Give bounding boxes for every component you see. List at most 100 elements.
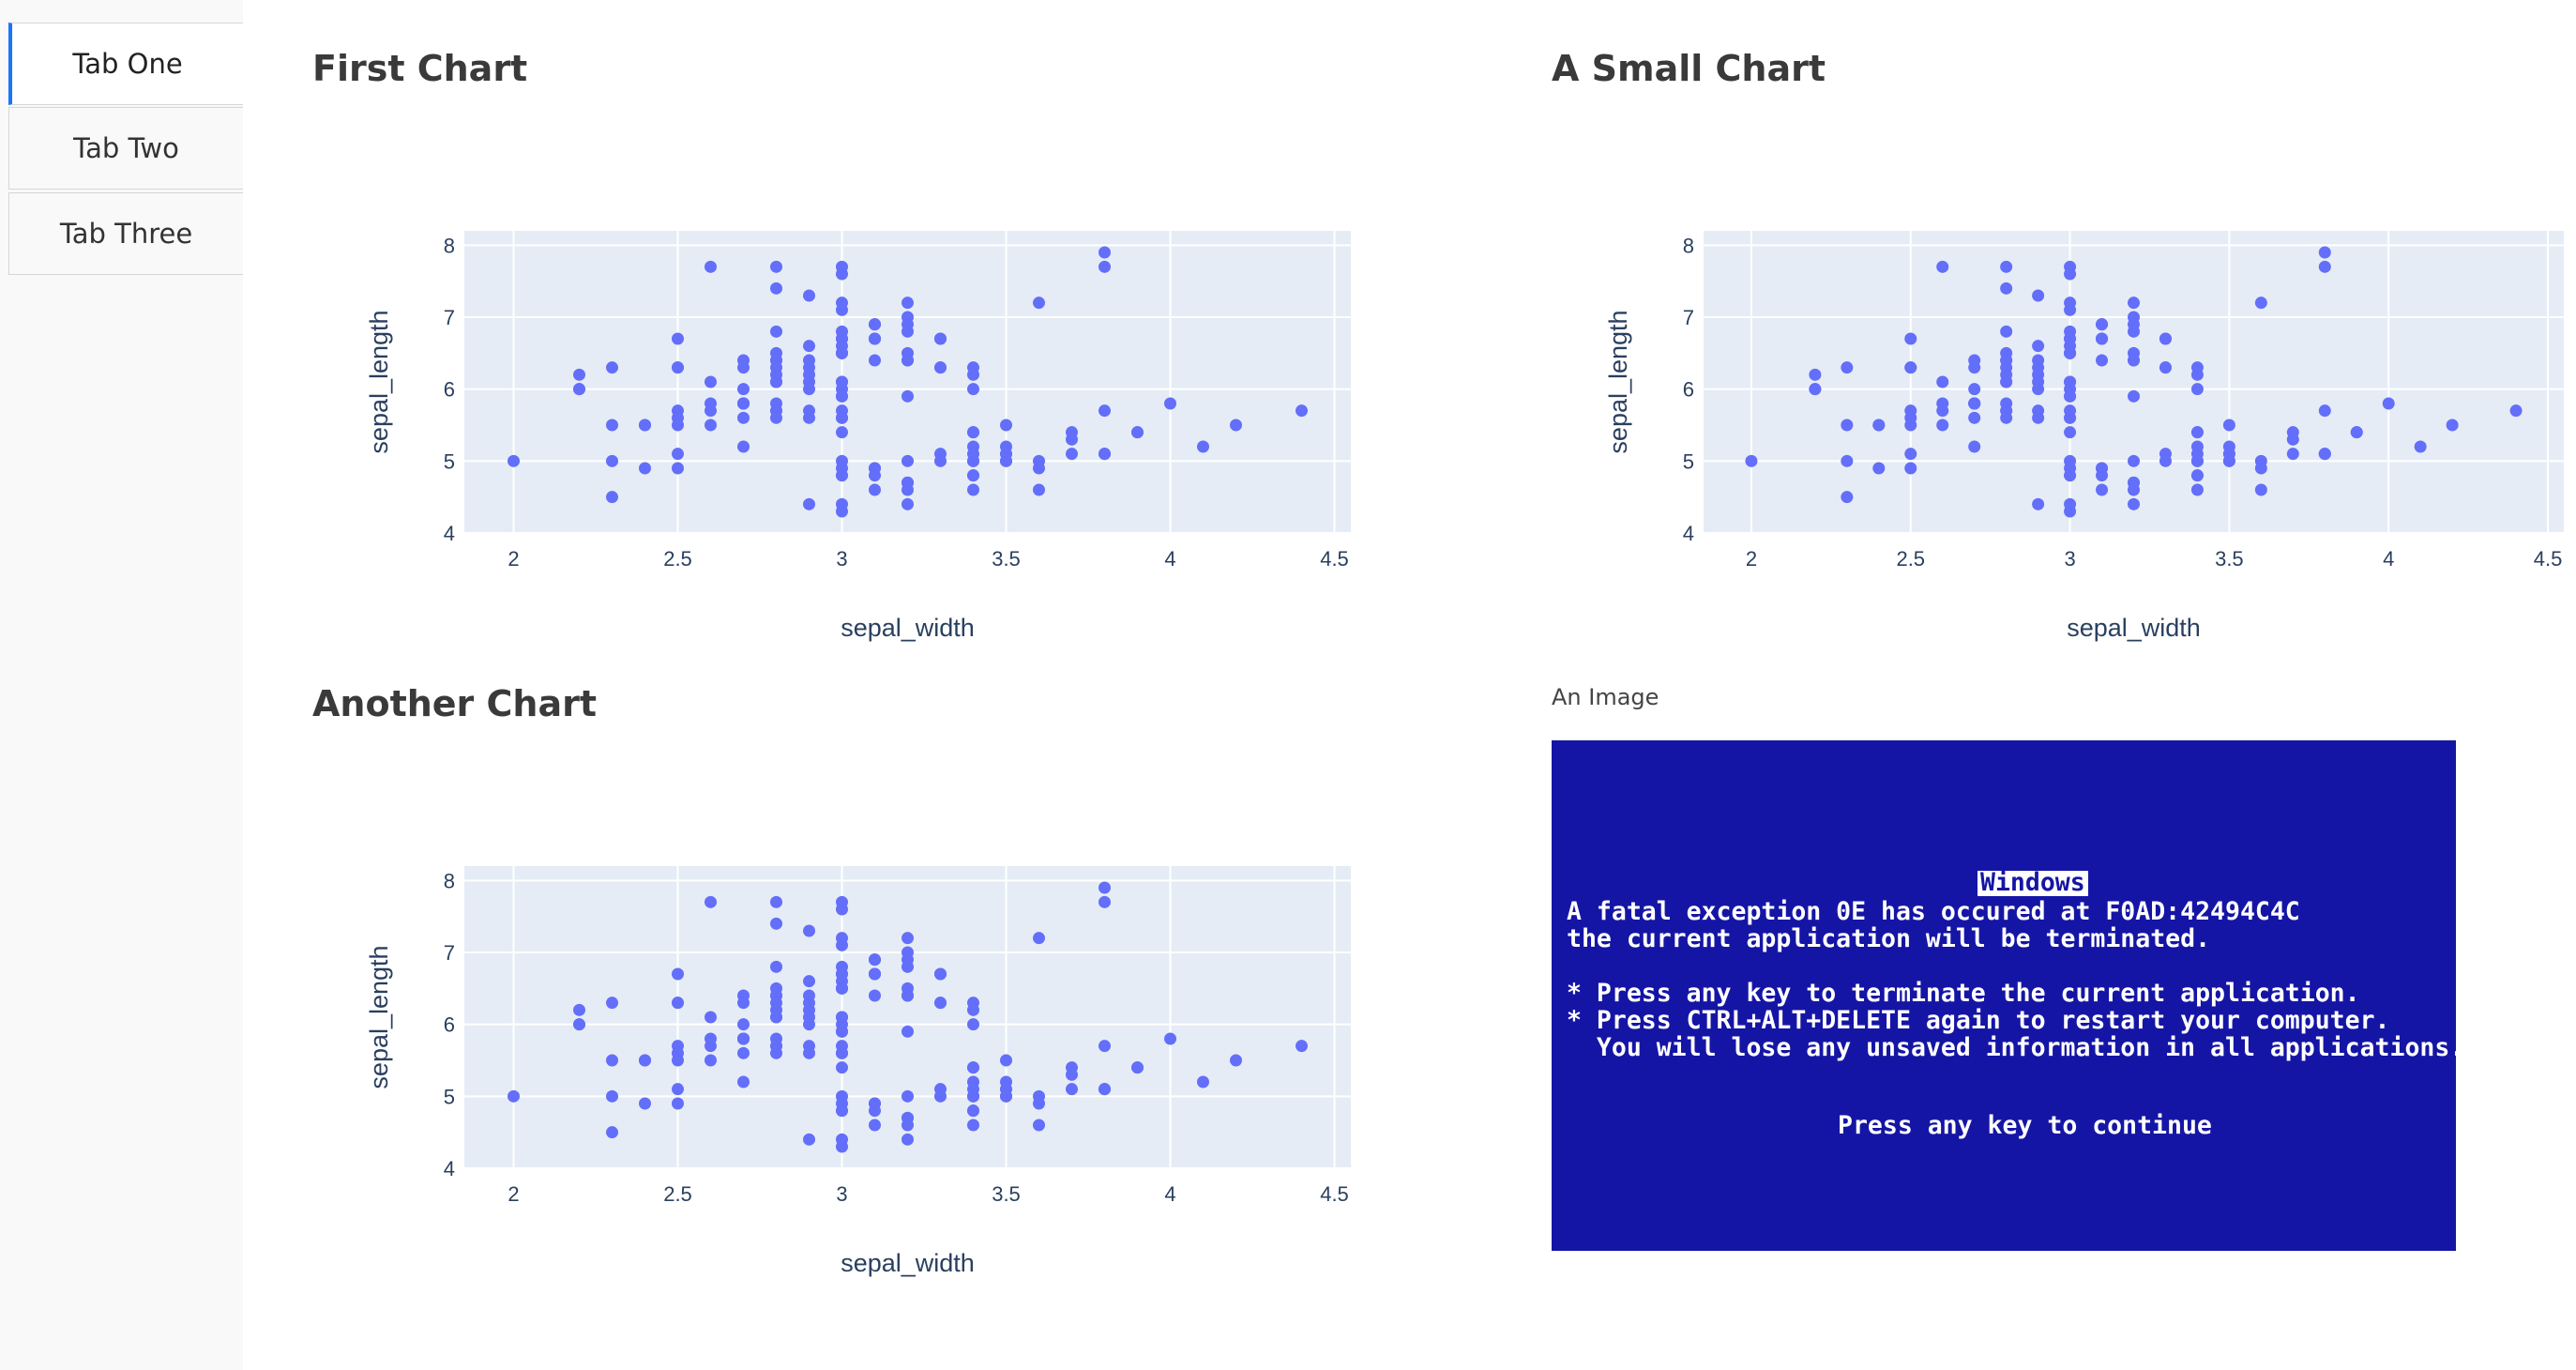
y-tick-label: 5 bbox=[444, 449, 455, 473]
data-point bbox=[606, 419, 618, 432]
data-point bbox=[1000, 419, 1012, 432]
bsod-line: A fatal exception 0E has occured at F0AD… bbox=[1567, 897, 2300, 926]
data-point bbox=[2222, 440, 2235, 453]
data-point bbox=[1230, 1054, 1242, 1067]
data-point bbox=[1000, 454, 1012, 467]
data-point bbox=[836, 1133, 848, 1146]
data-point bbox=[967, 483, 979, 496]
data-point bbox=[2128, 297, 2140, 310]
data-point bbox=[606, 1126, 618, 1139]
data-point bbox=[2222, 419, 2235, 432]
data-point bbox=[902, 989, 914, 1002]
data-point bbox=[672, 332, 684, 345]
another-chart-graph[interactable]: 2 2.5 3 3.5 4 4.5 4 5 6 7 8 sepal_width sepal_length bbox=[312, 757, 1363, 1292]
data-point bbox=[836, 967, 848, 981]
another-chart-title: Another Chart bbox=[312, 683, 598, 724]
data-point bbox=[1904, 404, 1917, 418]
data-point bbox=[1066, 448, 1078, 461]
data-point bbox=[1099, 1083, 1111, 1096]
data-point bbox=[2064, 426, 2077, 439]
data-point bbox=[672, 967, 684, 981]
data-point bbox=[1296, 1040, 1308, 1053]
data-point bbox=[672, 1097, 684, 1110]
y-tick-label: 6 bbox=[444, 378, 455, 402]
data-point bbox=[705, 375, 717, 388]
tab-three[interactable]: Tab Three bbox=[8, 192, 243, 275]
y-tick-label: 8 bbox=[444, 869, 455, 892]
data-point bbox=[2096, 332, 2109, 345]
x-tick-label: 2.5 bbox=[1896, 547, 1925, 571]
bsod-line: the current application will be terminat… bbox=[1567, 924, 2211, 953]
y-tick-label: 8 bbox=[1683, 234, 1694, 257]
y-tick-label: 7 bbox=[444, 941, 455, 965]
data-point bbox=[606, 1054, 618, 1067]
data-point bbox=[1968, 411, 1981, 424]
data-point bbox=[934, 1089, 947, 1103]
y-tick-label: 8 bbox=[444, 234, 455, 257]
data-point bbox=[836, 497, 848, 510]
data-point bbox=[737, 1046, 750, 1059]
data-point bbox=[836, 454, 848, 467]
data-point bbox=[803, 1040, 815, 1053]
data-point bbox=[967, 368, 979, 381]
data-point bbox=[869, 462, 881, 475]
data-point bbox=[1033, 932, 1045, 945]
data-point bbox=[1033, 1119, 1045, 1132]
data-point bbox=[1841, 454, 1854, 467]
data-point bbox=[1197, 440, 1209, 453]
data-point bbox=[2190, 383, 2204, 396]
data-point bbox=[1000, 1089, 1012, 1103]
data-point bbox=[836, 346, 848, 359]
data-point bbox=[803, 975, 815, 988]
data-point bbox=[934, 361, 947, 374]
data-point bbox=[639, 419, 651, 432]
data-point bbox=[1099, 895, 1111, 908]
data-point bbox=[2509, 404, 2523, 418]
data-point bbox=[1033, 297, 1045, 310]
x-tick-label: 4.5 bbox=[1320, 547, 1349, 571]
data-point bbox=[1066, 433, 1078, 446]
data-point bbox=[2032, 383, 2045, 396]
data-point bbox=[1968, 440, 1981, 453]
data-point bbox=[606, 491, 618, 504]
tab-one[interactable]: Tab One bbox=[8, 23, 243, 105]
data-point bbox=[1872, 419, 1886, 432]
data-point bbox=[836, 1061, 848, 1074]
data-point bbox=[1745, 454, 1758, 467]
data-point bbox=[1904, 462, 1917, 475]
data-point bbox=[869, 354, 881, 367]
data-point bbox=[967, 469, 979, 482]
x-tick-label: 2.5 bbox=[663, 1182, 692, 1206]
data-point bbox=[902, 960, 914, 973]
data-point bbox=[2318, 260, 2331, 273]
data-point bbox=[967, 1083, 979, 1096]
tab-two[interactable]: Tab Two bbox=[8, 107, 243, 190]
data-point bbox=[770, 917, 782, 930]
data-point bbox=[770, 1032, 782, 1045]
data-point bbox=[2159, 332, 2172, 345]
data-point bbox=[606, 361, 618, 374]
data-point bbox=[573, 368, 585, 381]
bsod-continue-text: Press any key to continue bbox=[1838, 1111, 2212, 1140]
y-tick-label: 7 bbox=[1683, 306, 1694, 329]
small-chart-graph[interactable]: 2 2.5 3 3.5 4 4.5 4 5 6 7 8 sepal_width sepal_length bbox=[1552, 122, 2576, 657]
data-point bbox=[2064, 469, 2077, 482]
data-point bbox=[836, 469, 848, 482]
x-tick-label: 2.5 bbox=[663, 547, 692, 571]
data-point bbox=[770, 997, 782, 1010]
data-point bbox=[2064, 346, 2077, 359]
data-point bbox=[1066, 1083, 1078, 1096]
data-point bbox=[934, 967, 947, 981]
x-tick-label: 2 bbox=[508, 1182, 519, 1206]
data-point bbox=[869, 989, 881, 1002]
first-chart-graph[interactable]: 2 2.5 3 3.5 4 4.5 4 5 6 7 8 sepal_width sepal_length bbox=[312, 122, 1363, 657]
data-point bbox=[902, 389, 914, 403]
data-point bbox=[967, 1018, 979, 1031]
y-axis-label: sepal_length bbox=[365, 310, 393, 453]
data-point bbox=[705, 1032, 717, 1045]
data-point bbox=[2128, 354, 2140, 367]
y-tick-label: 6 bbox=[444, 1013, 455, 1037]
data-point bbox=[508, 454, 520, 467]
data-point bbox=[2064, 389, 2077, 403]
data-point bbox=[737, 997, 750, 1010]
